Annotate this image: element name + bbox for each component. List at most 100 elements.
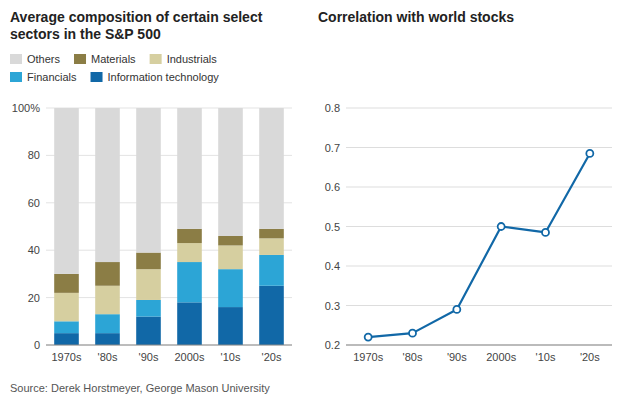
y-tick-label: 80 bbox=[28, 149, 40, 161]
legend-label: Financials bbox=[27, 71, 77, 83]
line-marker bbox=[586, 150, 593, 157]
legend-label: Information technology bbox=[108, 71, 220, 83]
legend-swatch bbox=[74, 54, 86, 64]
line-marker bbox=[542, 229, 549, 236]
legend-swatch bbox=[10, 54, 22, 64]
grid-line bbox=[46, 202, 292, 203]
y-tick-label: 0.8 bbox=[325, 102, 340, 114]
plot-marks bbox=[54, 108, 284, 345]
x-tick-label: 1970s bbox=[353, 351, 383, 363]
source-note: Source: Derek Horstmeyer, George Mason U… bbox=[10, 382, 270, 394]
x-tick-label: '10s bbox=[536, 351, 556, 363]
grid-line bbox=[46, 250, 292, 251]
line-marker bbox=[498, 223, 505, 230]
bar-segment bbox=[136, 317, 161, 345]
plot-marks bbox=[365, 150, 594, 341]
grid-line bbox=[46, 345, 292, 346]
bar-segment bbox=[95, 333, 120, 345]
x-tick-label: '90s bbox=[447, 351, 467, 363]
x-tick-label: '10s bbox=[221, 351, 241, 363]
x-axis-line bbox=[46, 345, 292, 346]
bar-segment bbox=[177, 302, 202, 345]
chart-title: Average composition of certain selectsec… bbox=[10, 9, 263, 42]
legend-label: Others bbox=[27, 53, 61, 65]
y-tick-label: 0.5 bbox=[325, 221, 340, 233]
bar-segment bbox=[177, 243, 202, 262]
grid-line bbox=[346, 345, 612, 346]
bar-segment bbox=[54, 108, 79, 274]
bar-segment bbox=[259, 108, 284, 229]
legend: Others Materials Industrials Financials Info… bbox=[10, 53, 219, 83]
bar-segment bbox=[54, 274, 79, 293]
y-tick-label: 0.4 bbox=[325, 260, 340, 272]
x-tick-label: '90s bbox=[139, 351, 159, 363]
y-axis: 0.2 0.3 0.4 0.5 0.6 0.7 0.8 bbox=[325, 102, 612, 351]
bar-segment bbox=[177, 262, 202, 302]
legend-swatch bbox=[91, 72, 103, 82]
background bbox=[0, 0, 624, 401]
grid-line bbox=[46, 297, 292, 298]
x-axis: 1970s '80s '90s 2000s '10s '20s bbox=[346, 345, 612, 363]
y-tick-label: 20 bbox=[28, 292, 40, 304]
bar-segment bbox=[218, 245, 243, 269]
bar-segment bbox=[54, 321, 79, 333]
y-axis: 0 20 40 60 80 100% bbox=[12, 102, 292, 351]
y-tick-label: 0.2 bbox=[325, 339, 340, 351]
bar-segment bbox=[259, 238, 284, 255]
x-tick-label: '80s bbox=[403, 351, 423, 363]
bar-segment bbox=[95, 108, 120, 262]
bar-segment bbox=[136, 300, 161, 317]
y-tick-label: 40 bbox=[28, 244, 40, 256]
bar-segment bbox=[95, 262, 120, 286]
grid-line bbox=[46, 108, 292, 109]
x-axis: 1970s '80s '90s 2000s '10s '20s bbox=[46, 345, 292, 363]
x-axis-line bbox=[346, 345, 612, 346]
title-line: Correlation with world stocks bbox=[318, 9, 514, 25]
bar-segment bbox=[177, 229, 202, 243]
bar-segment bbox=[95, 286, 120, 314]
bar-segment bbox=[136, 108, 161, 253]
y-tick-label: 60 bbox=[28, 197, 40, 209]
x-tick-label: 2000s bbox=[486, 351, 516, 363]
y-tick-label: 0.7 bbox=[325, 142, 340, 154]
grid-line bbox=[346, 108, 612, 109]
bar-segment bbox=[95, 314, 120, 333]
bar-segment bbox=[136, 253, 161, 270]
grid-line bbox=[346, 305, 612, 306]
chart-canvas: Average composition of certain selectsec… bbox=[0, 0, 624, 401]
grid-line bbox=[46, 155, 292, 156]
legend-label: Industrials bbox=[167, 53, 218, 65]
y-tick-label: 0.6 bbox=[325, 181, 340, 193]
line-path bbox=[368, 153, 590, 337]
x-tick-label: '80s bbox=[98, 351, 118, 363]
grid-line bbox=[346, 147, 612, 148]
bar-segment bbox=[177, 108, 202, 229]
line-marker bbox=[365, 334, 372, 341]
bar-segment bbox=[259, 229, 284, 238]
bar-segment bbox=[218, 108, 243, 236]
y-tick-label: 0.3 bbox=[325, 300, 340, 312]
bar-segment bbox=[259, 286, 284, 345]
bar-segment bbox=[259, 255, 284, 286]
x-tick-label: '20s bbox=[580, 351, 600, 363]
bar-segment bbox=[54, 293, 79, 321]
title-line: sectors in the S&P 500 bbox=[10, 26, 161, 42]
x-tick-label: '20s bbox=[262, 351, 282, 363]
legend-label: Materials bbox=[91, 53, 136, 65]
bar-segment bbox=[54, 333, 79, 345]
chart-title: Correlation with world stocks bbox=[318, 9, 514, 25]
bar-segment bbox=[218, 269, 243, 307]
x-tick-label: 2000s bbox=[175, 351, 205, 363]
line-marker bbox=[409, 330, 416, 337]
legend-swatch bbox=[150, 54, 162, 64]
line-marker bbox=[453, 306, 460, 313]
x-tick-label: 1970s bbox=[52, 351, 82, 363]
legend-swatch bbox=[10, 72, 22, 82]
grid-line bbox=[346, 226, 612, 227]
y-tick-label: 0 bbox=[34, 339, 40, 351]
bar-segment bbox=[218, 307, 243, 345]
title-line: Average composition of certain select bbox=[10, 9, 263, 25]
bar-segment bbox=[136, 269, 161, 300]
bar-segment bbox=[218, 236, 243, 245]
y-tick-label: 100% bbox=[12, 102, 40, 114]
